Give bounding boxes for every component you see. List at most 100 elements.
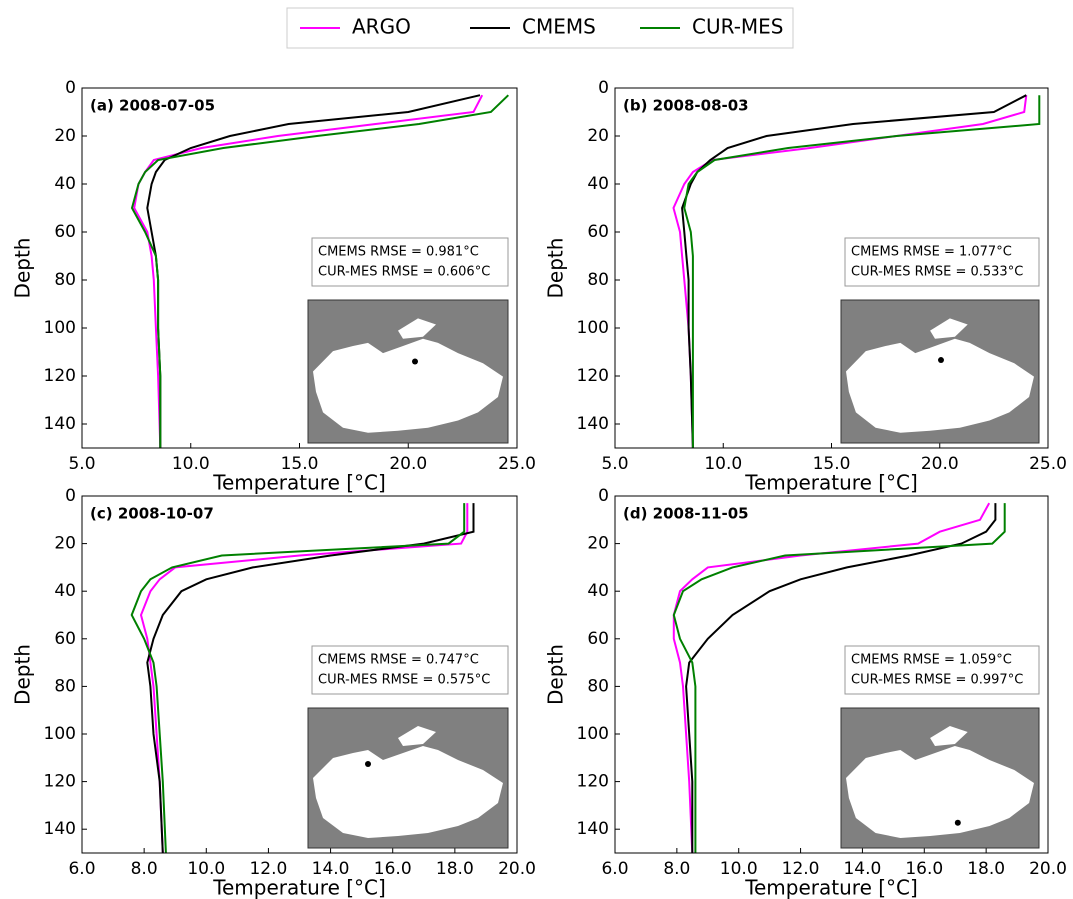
y-tick-label: 120 [44, 772, 76, 792]
y-tick-label: 20 [587, 534, 609, 554]
x-tick-label: 16.0 [374, 859, 412, 879]
y-tick-label: 120 [44, 366, 76, 386]
y-tick-label: 140 [44, 819, 76, 839]
map-sea [846, 338, 1034, 433]
y-tick-label: 0 [598, 78, 609, 98]
x-tick-label: 25.0 [498, 454, 536, 474]
profile-line [146, 503, 475, 854]
x-tick-label: 6.0 [601, 859, 628, 879]
y-tick-label: 0 [65, 486, 76, 506]
y-tick-label: 20 [54, 534, 76, 554]
map-location [412, 358, 418, 365]
y-tick-label: 60 [54, 222, 76, 242]
y-tick-label: 0 [65, 78, 76, 98]
y-tick-label: 0 [598, 486, 609, 506]
x-tick-label: 10.0 [172, 454, 210, 474]
y-tick-label: 140 [44, 414, 76, 434]
y-tick-label: 40 [54, 174, 76, 194]
x-tick-label: 12.0 [249, 859, 287, 879]
x-tick-label: 10.0 [720, 859, 758, 879]
annotation: CMEMS RMSE = 1.059°C [851, 653, 1012, 668]
x-tick-label: 5.0 [601, 454, 628, 474]
profile-line [672, 95, 1028, 449]
profile-line [130, 94, 509, 448]
profile-line [685, 503, 997, 853]
x-tick-label: 15.0 [813, 454, 851, 474]
y-axis-label: Depth [544, 644, 568, 705]
map-sea [846, 746, 1034, 838]
y-tick-label: 60 [587, 222, 609, 242]
annotation: CUR-MES RMSE = 0.997°C [851, 673, 1023, 688]
map-sea [930, 318, 968, 339]
x-tick-label: 14.0 [843, 859, 881, 879]
annotation: CUR-MES RMSE = 0.575°C [318, 673, 490, 688]
y-tick-label: 80 [587, 270, 609, 290]
x-axis-label: Temperature [°C] [212, 876, 386, 899]
x-tick-label: 20.0 [498, 859, 536, 879]
profile-line [139, 503, 469, 854]
y-tick-label: 80 [587, 676, 609, 696]
x-tick-label: 18.0 [436, 859, 474, 879]
annotation-box [311, 237, 509, 287]
y-axis-label: Depth [544, 238, 568, 299]
annotation-box [844, 237, 1040, 287]
x-tick-label: 12.0 [782, 859, 820, 879]
profile-line [683, 95, 1041, 448]
panel-title: (b) 2008-08-03 [623, 97, 749, 115]
x-tick-label: 5.0 [68, 454, 95, 474]
x-tick-label: 16.0 [905, 859, 943, 879]
profile-line [672, 502, 991, 854]
map-sea [398, 726, 436, 746]
map-sea [313, 338, 503, 433]
y-axis-label: Depth [11, 644, 35, 705]
legend-label: CMEMS [522, 15, 596, 39]
y-tick-label: 80 [54, 676, 76, 696]
annotation: CMEMS RMSE = 1.077°C [851, 245, 1012, 260]
profile-line [130, 503, 466, 854]
x-axis-label: Temperature [°C] [212, 471, 386, 495]
y-tick-label: 40 [587, 174, 609, 194]
plot-frame [81, 87, 518, 449]
legend-box [286, 7, 794, 49]
map-sea [930, 726, 968, 746]
y-tick-label: 60 [587, 629, 609, 649]
x-tick-label: 25.0 [1029, 454, 1067, 474]
legend-label: ARGO [352, 15, 411, 39]
plot-frame [81, 495, 518, 854]
x-tick-label: 15.0 [281, 454, 319, 474]
y-tick-label: 40 [587, 581, 609, 601]
y-tick-label: 20 [587, 126, 609, 146]
y-tick-label: 100 [44, 724, 76, 744]
plot-frame [614, 495, 1049, 854]
y-tick-label: 20 [54, 126, 76, 146]
map-location [954, 819, 961, 826]
y-axis-label: Depth [11, 238, 35, 299]
legend-label: CUR-MES [692, 15, 784, 39]
panel-title: (c) 2008-10-07 [90, 505, 214, 523]
map-sea [313, 746, 503, 838]
map-sea [398, 318, 436, 339]
x-axis-label: Temperature [°C] [744, 471, 918, 495]
y-tick-label: 120 [577, 772, 609, 792]
x-tick-label: 8.0 [131, 859, 158, 879]
y-tick-label: 80 [54, 270, 76, 290]
y-tick-label: 40 [54, 581, 76, 601]
annotation-box [844, 645, 1040, 695]
map-location [365, 761, 371, 767]
y-tick-label: 140 [577, 414, 609, 434]
y-tick-label: 100 [577, 724, 609, 744]
x-tick-label: 14.0 [312, 859, 350, 879]
x-tick-label: 10.0 [187, 859, 225, 879]
annotation: CMEMS RMSE = 0.747°C [318, 653, 479, 668]
x-tick-label: 20.0 [1029, 859, 1067, 879]
annotation-box [311, 645, 509, 695]
panel-title: (d) 2008-11-05 [623, 505, 749, 523]
y-tick-label: 120 [577, 366, 609, 386]
annotation: CMEMS RMSE = 0.981°C [318, 245, 479, 260]
x-tick-label: 8.0 [663, 859, 690, 879]
x-tick-label: 10.0 [704, 454, 742, 474]
x-axis-label: Temperature [°C] [744, 876, 918, 899]
plot-frame [614, 87, 1049, 449]
x-tick-label: 6.0 [68, 859, 95, 879]
